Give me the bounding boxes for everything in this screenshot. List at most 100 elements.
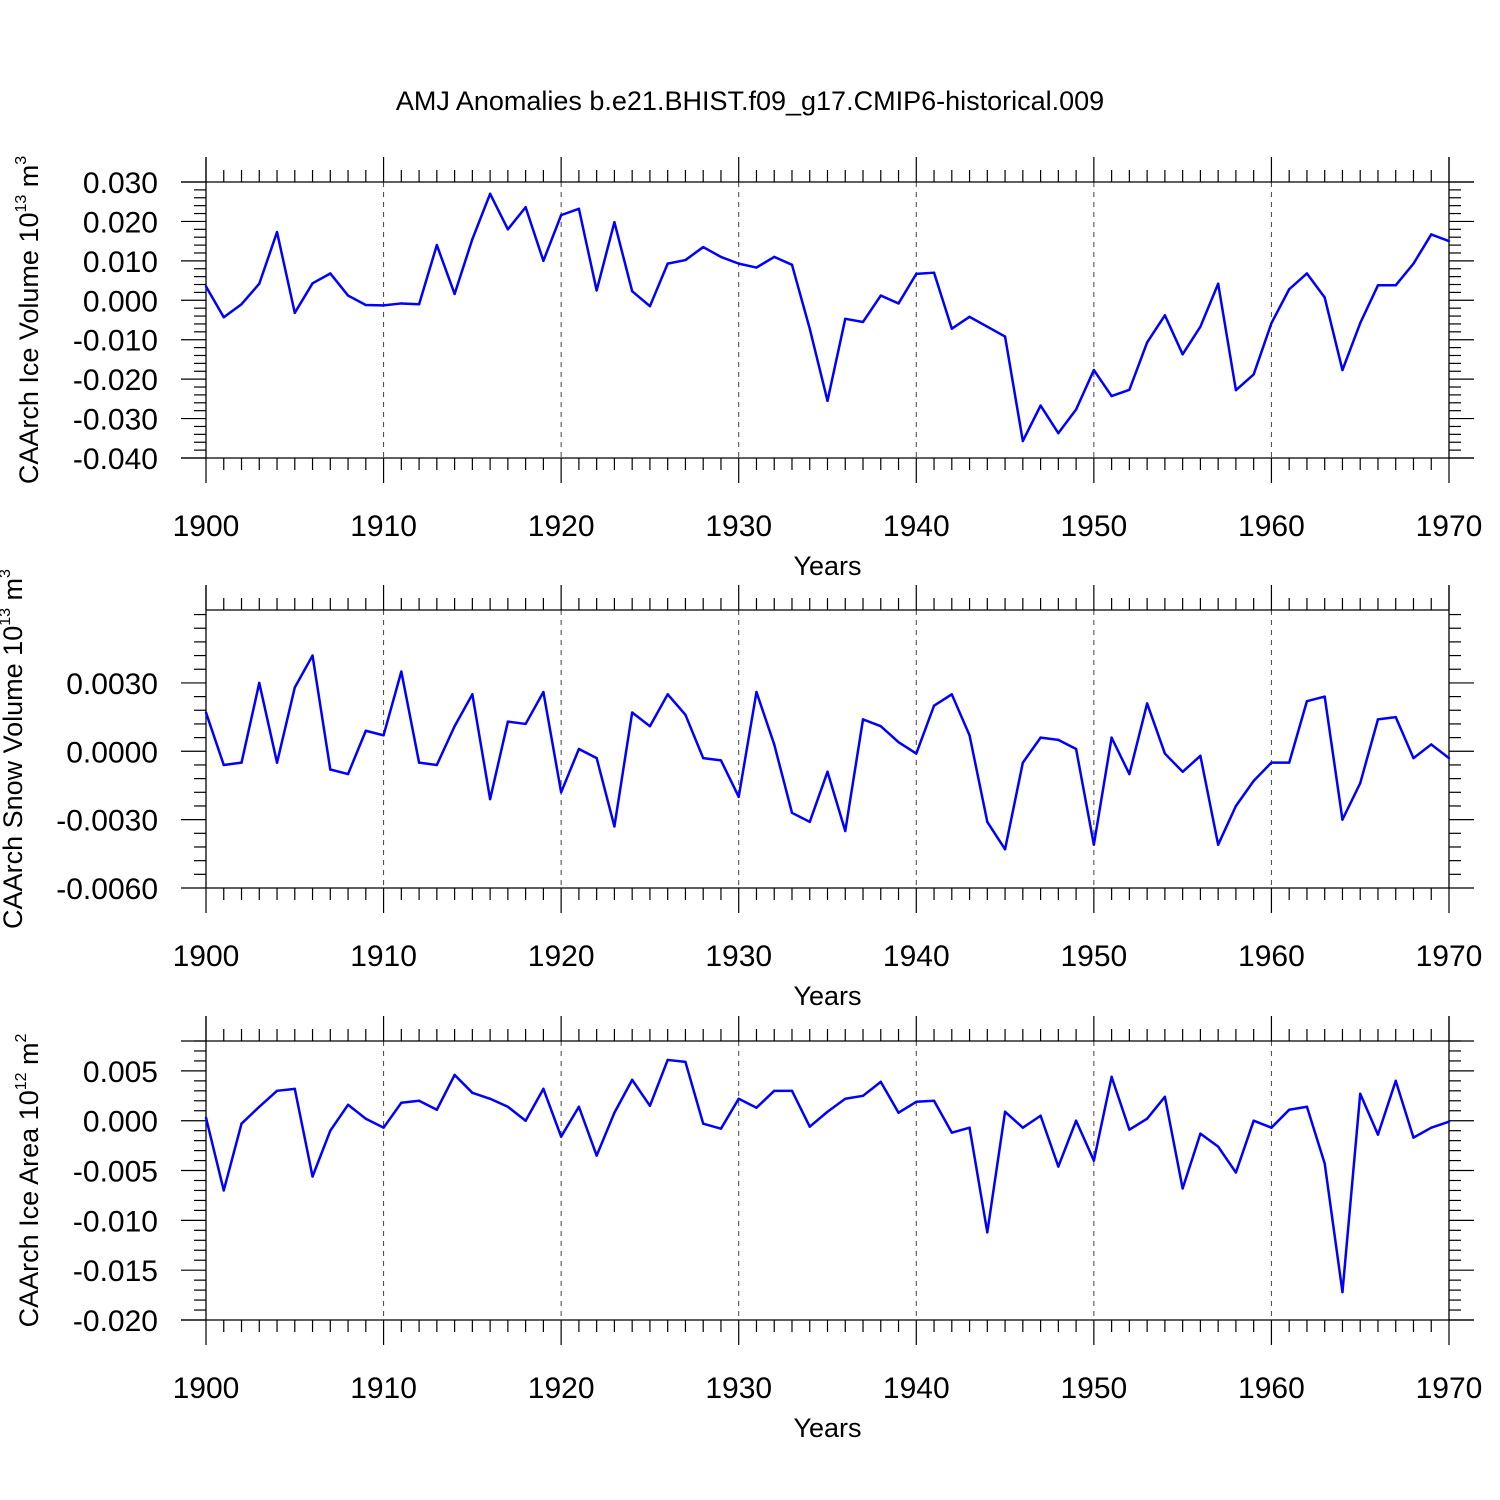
data-point (400, 1101, 403, 1104)
data-point (1181, 1187, 1184, 1190)
panel-1: 1900 1910 1920 1930 1940 1950 1960 1970 Years -0.… (13, 156, 1482, 581)
y-tick-label: -0.0060 (56, 873, 158, 906)
data-point (542, 1087, 545, 1091)
y-tick-label: -0.020 (73, 364, 158, 397)
data-point (702, 756, 705, 760)
panel-2: 1900 1910 1920 1930 1940 1950 1960 1970 Years -0.… (0, 569, 1482, 1011)
data-point (986, 1231, 989, 1234)
data-point (240, 303, 243, 306)
data-point (1447, 1120, 1451, 1123)
y-tick-label: -0.015 (73, 1255, 158, 1288)
data-point (1341, 818, 1344, 821)
data-point (808, 820, 811, 824)
data-point (1216, 282, 1220, 285)
data-point (258, 1105, 261, 1108)
data-point (542, 259, 545, 263)
data-point (1163, 752, 1167, 755)
x-tick-label: 1960 (1238, 1372, 1305, 1405)
data-point (648, 725, 652, 728)
data-point (1252, 373, 1255, 376)
x-tick-label: 1910 (350, 510, 417, 543)
data-point (755, 1106, 758, 1109)
data-point (719, 255, 723, 259)
panel-3: 1900 1910 1920 1930 1940 1950 1960 1970 Years -0.… (13, 1016, 1482, 1443)
data-point (773, 255, 776, 259)
data-point (417, 303, 421, 306)
data-point (790, 263, 794, 266)
data-point (932, 271, 936, 274)
y-axis-title-unit-exponent: 3 (13, 156, 30, 165)
data-point (329, 768, 332, 771)
y-tick-label: 0.0000 (66, 736, 158, 769)
data-point (417, 761, 421, 764)
data-point (417, 1099, 421, 1102)
data-point (613, 1111, 616, 1114)
data-point (932, 704, 936, 707)
data-point (1039, 736, 1042, 739)
series-line (204, 1058, 1450, 1294)
data-point (1110, 1075, 1113, 1079)
data-point (453, 725, 456, 728)
x-tick-label: 1900 (173, 940, 240, 973)
data-point (861, 1094, 865, 1098)
data-point (595, 289, 598, 292)
data-point (666, 262, 669, 265)
y-axis-title-unit: m (14, 1042, 44, 1072)
data-point (773, 1089, 776, 1093)
data-point (684, 1060, 687, 1064)
data-point (1430, 233, 1433, 236)
y-axis-title-text: CAArch Ice Volume 10 (14, 213, 44, 485)
data-point (613, 825, 616, 828)
series-line (204, 192, 1450, 443)
data-point (879, 725, 882, 728)
data-point (1430, 743, 1433, 746)
data-point (222, 763, 225, 767)
y-tick-label: -0.010 (73, 1205, 158, 1238)
data-point (204, 711, 208, 714)
data-point (1270, 1126, 1273, 1129)
y-tick-label: 0.0030 (66, 668, 158, 701)
data-point (1181, 353, 1184, 356)
data-point (719, 1127, 723, 1130)
y-tick-label: -0.030 (73, 404, 158, 437)
x-tick-label: 1940 (883, 940, 950, 973)
data-point (275, 761, 279, 764)
data-point (1057, 1165, 1060, 1168)
data-point (844, 1097, 847, 1100)
data-point (1199, 325, 1202, 328)
data-point (702, 245, 705, 249)
y-tick-label: 0.000 (83, 1106, 158, 1139)
data-point (293, 311, 296, 315)
y-tick-label: -0.005 (73, 1156, 158, 1189)
data-point (471, 1091, 474, 1095)
data-point (1394, 715, 1397, 719)
data-point (559, 791, 563, 794)
data-point (222, 316, 225, 319)
data-point (1021, 1126, 1025, 1129)
data-point (577, 747, 581, 751)
y-tick-label: 0.005 (83, 1056, 158, 1089)
data-point (1430, 1126, 1433, 1129)
data-point (879, 1080, 882, 1084)
data-point (1305, 272, 1309, 275)
y-tick-label: -0.040 (73, 443, 158, 476)
data-point (1252, 1119, 1255, 1122)
x-tick-label: 1940 (883, 510, 950, 543)
x-tick-label: 1960 (1238, 940, 1305, 973)
data-point (684, 258, 687, 262)
x-tick-label: 1910 (350, 1372, 417, 1405)
x-tick-label: 1950 (1060, 940, 1127, 973)
data-point (1359, 1092, 1362, 1096)
y-tick-label: 0.000 (83, 285, 158, 318)
data-point (1376, 718, 1380, 721)
data-point (346, 772, 350, 776)
x-tick-label: 1970 (1416, 1372, 1483, 1405)
data-point (861, 718, 865, 721)
data-point (346, 294, 350, 297)
data-point (666, 1058, 669, 1062)
data-point (240, 761, 243, 764)
data-point (773, 743, 776, 746)
data-point (1074, 1119, 1078, 1122)
data-point (1128, 388, 1131, 391)
